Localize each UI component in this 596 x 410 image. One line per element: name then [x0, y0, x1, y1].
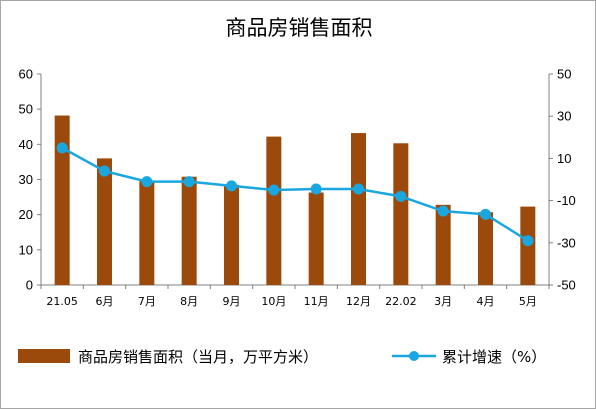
- y-right-tick-label: 30: [557, 109, 571, 124]
- bar: [393, 143, 409, 285]
- x-tick-label: 7月: [138, 295, 156, 308]
- x-tick-label: 12月: [346, 295, 371, 308]
- y-right-tick-label: 10: [557, 151, 571, 166]
- x-tick-label: 6月: [96, 295, 114, 308]
- y-left-tick-label: 30: [19, 172, 33, 187]
- plot-area: 0 10 20 30 40 50 60 -50 -30 -10 10 30 50 21.05 6月 7月 8月 9…: [19, 67, 576, 309]
- y-left-tick-label: 20: [19, 207, 33, 222]
- bar: [97, 158, 112, 285]
- growth-point: [480, 208, 491, 220]
- y-right-tick-label: 50: [557, 67, 571, 82]
- x-tick-label: 8月: [180, 295, 198, 308]
- bar: [266, 136, 282, 285]
- x-tick-label: 5月: [519, 295, 537, 308]
- growth-point: [522, 235, 534, 247]
- bar: [181, 176, 197, 285]
- bar: [224, 184, 239, 285]
- y-right-tick-label: -50: [557, 278, 576, 293]
- growth-point: [183, 176, 195, 188]
- growth-line: [61, 146, 529, 242]
- growth-point: [437, 205, 449, 217]
- growth-point: [99, 165, 110, 177]
- bar: [308, 192, 324, 285]
- legend-swatch-marker: [409, 351, 419, 361]
- y-left-tick-label: 50: [19, 102, 33, 117]
- y-left-tick-label: 10: [19, 242, 33, 257]
- growth-point: [268, 184, 280, 196]
- x-tick-label: 10月: [261, 295, 286, 308]
- legend-swatch-bar: [18, 349, 70, 363]
- chart-title: 商品房销售面积: [226, 16, 373, 40]
- legend-label-growth: 累计增速（%）: [442, 348, 546, 366]
- bar: [435, 204, 451, 285]
- bar: [54, 115, 70, 285]
- x-tick-label: 11月: [304, 295, 329, 308]
- x-tick-label: 22.02: [385, 295, 417, 308]
- y-left-tick-label: 40: [19, 137, 33, 152]
- x-tick-label: 21.05: [46, 295, 78, 308]
- x-tick-label: 3月: [434, 295, 452, 308]
- x-tick-label: 4月: [477, 295, 495, 308]
- legend: 商品房销售面积（当月，万平方米） 累计增速（%）: [18, 348, 546, 366]
- bar: [139, 181, 155, 285]
- x-tick-label: 9月: [223, 295, 241, 308]
- growth-point: [395, 190, 407, 202]
- growth-point: [141, 176, 153, 188]
- y-right-tick-label: -10: [557, 193, 576, 208]
- growth-point: [310, 183, 322, 195]
- growth-point: [56, 142, 68, 154]
- bar: [478, 212, 493, 285]
- y-right-tick-label: -30: [557, 235, 576, 250]
- y-left-tick-label: 60: [19, 67, 33, 82]
- growth-point: [353, 183, 364, 195]
- legend-label-area: 商品房销售面积（当月，万平方米）: [78, 348, 318, 366]
- y-left-tick-label: 0: [26, 278, 33, 293]
- growth-point: [226, 180, 237, 192]
- bar: [351, 133, 366, 285]
